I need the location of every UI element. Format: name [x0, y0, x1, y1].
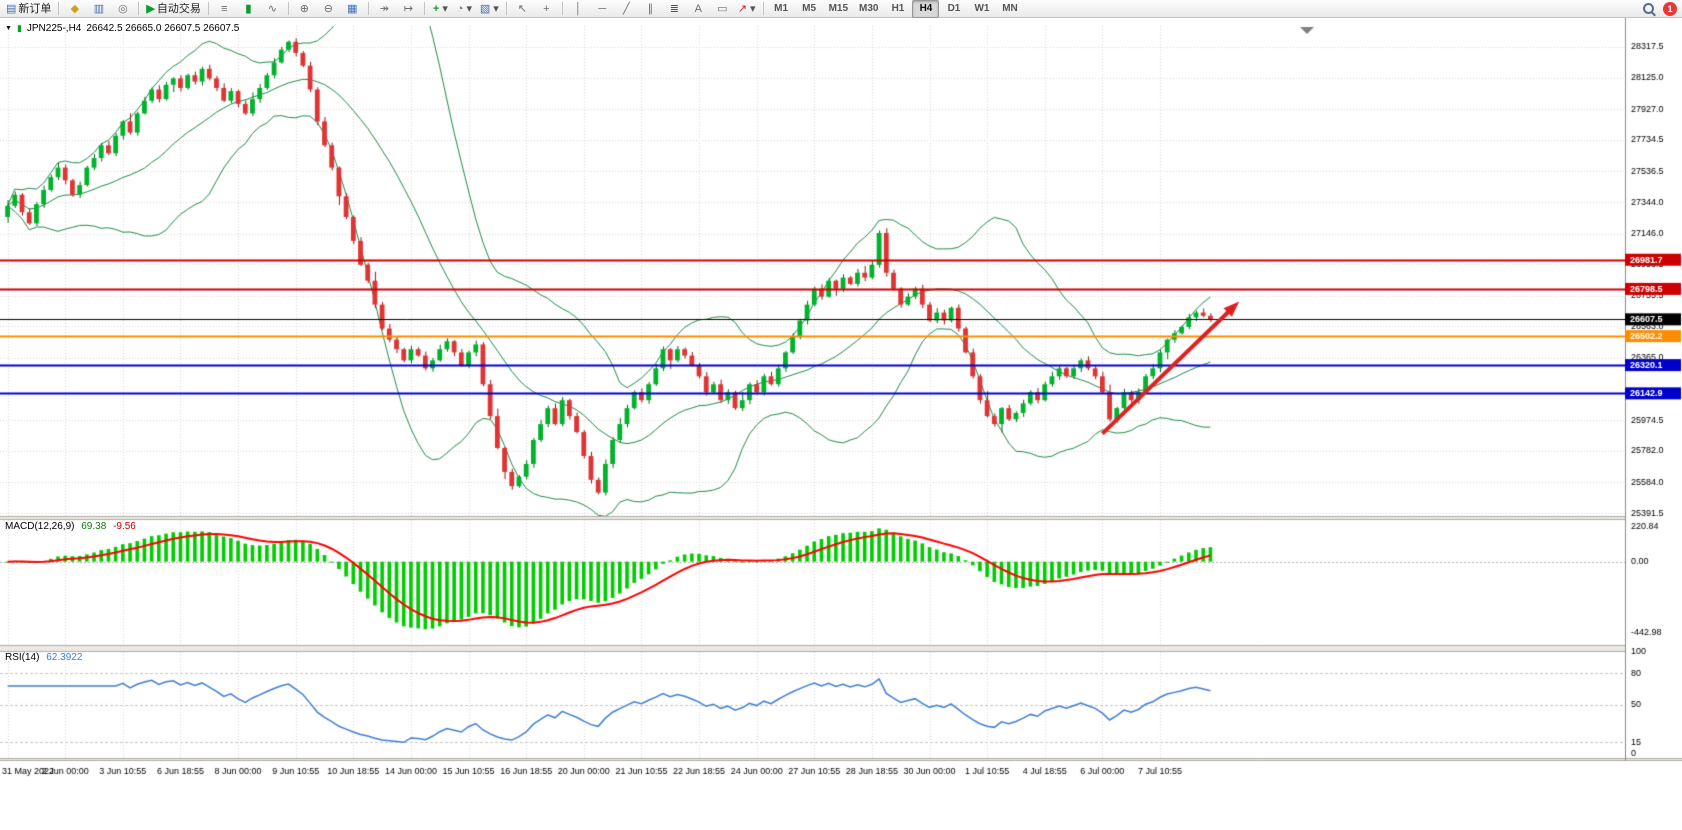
auto-scroll-button[interactable]: ↠ [373, 0, 396, 18]
toolbar-separator [367, 2, 369, 15]
chevron-down-icon: ▾ [466, 2, 472, 15]
timeframe-mn-button[interactable]: MN [1002, 2, 1018, 14]
fibonacci-icon: ≣ [669, 2, 679, 15]
chevron-down-icon: ▾ [493, 2, 499, 15]
bar-chart-icon: ≡ [221, 2, 228, 15]
horizontal-line-tool-button[interactable]: ─ [591, 0, 614, 18]
vertical-line-icon: │ [574, 2, 582, 15]
toolbar-separator [423, 2, 425, 15]
chart-canvas[interactable] [0, 18, 1682, 830]
toolbar-separator [207, 2, 209, 15]
arrows-icon: ↗ [737, 2, 748, 15]
horizontal-line-icon: ─ [598, 2, 607, 15]
chart-shift-icon: ↦ [403, 2, 413, 15]
channel-icon: ∥ [647, 2, 654, 15]
market-watch-button[interactable]: ◆ [63, 0, 86, 18]
template-icon: ▧ [479, 2, 491, 15]
autotrading-button[interactable]: ▶ 自动交易 [143, 0, 203, 18]
text-tool-button[interactable]: A [687, 0, 710, 18]
new-order-icon: ▤ [6, 2, 17, 15]
line-chart-icon: ∿ [267, 2, 277, 15]
new-order-button[interactable]: ▤ 新订单 [3, 0, 54, 18]
autotrading-play-icon: ▶ [146, 2, 155, 15]
chart-line-button[interactable]: ∿ [261, 0, 284, 18]
toolbar-separator [58, 2, 60, 15]
trendline-tool-button[interactable]: ╱ [615, 0, 638, 18]
search-icon [1643, 3, 1654, 14]
autotrading-label: 自动交易 [156, 2, 201, 15]
auto-scroll-icon: ↠ [379, 2, 389, 15]
crosshair-tool-button[interactable]: + [535, 0, 558, 18]
new-order-label: 新订单 [18, 2, 52, 15]
toolbar-separator [561, 2, 563, 15]
trendline-icon: ╱ [623, 2, 630, 15]
toolbar-separator [505, 2, 507, 15]
text-icon: A [694, 2, 702, 15]
indicators-button[interactable]: + ▾ [429, 0, 452, 18]
zoom-out-button[interactable]: ⊖ [317, 0, 340, 18]
timeframe-m5-button[interactable]: M5 [802, 2, 817, 14]
navigator-icon: ▥ [93, 2, 105, 15]
clock-icon: ◔ [456, 2, 464, 15]
timeframe-h4-button[interactable]: H4 [912, 0, 940, 18]
arrows-tool-button[interactable]: ↗ ▾ [735, 0, 759, 18]
signals-button[interactable]: ◎ [111, 0, 134, 18]
text-label-icon: ▭ [717, 2, 728, 15]
zoom-in-button[interactable]: ⊕ [293, 0, 316, 18]
cursor-tool-button[interactable]: ↖ [511, 0, 534, 18]
search-button[interactable] [1637, 0, 1660, 18]
toolbar-separator [138, 2, 140, 15]
chevron-down-icon: ▾ [442, 2, 448, 15]
crosshair-icon: + [543, 2, 550, 15]
candlestick-chart-icon: ▮ [245, 2, 252, 15]
templates-button[interactable]: ▧ ▾ [477, 0, 502, 18]
timeframe-m15-button[interactable]: M15 [828, 2, 849, 14]
navigator-button[interactable]: ▥ [87, 0, 110, 18]
label-tool-button[interactable]: ▭ [711, 0, 734, 18]
timeframe-h1-button[interactable]: H1 [891, 2, 905, 14]
notification-badge[interactable]: 1 [1663, 1, 1677, 16]
toolbar-separator [287, 2, 289, 15]
channel-tool-button[interactable]: ∥ [639, 0, 662, 18]
zoom-in-icon: ⊕ [299, 2, 309, 15]
toolbar: ▤ 新订单 ◆ ▥ ◎ ▶ 自动交易 ≡ ▮ ∿ ⊕ ⊖ ▦ ↠ ↦ + ▾ ◔… [0, 0, 1682, 18]
cursor-icon: ↖ [517, 2, 527, 15]
toolbar-separator [762, 2, 764, 15]
vertical-line-tool-button[interactable]: │ [567, 0, 590, 18]
indicators-plus-icon: + [432, 2, 440, 15]
signals-icon: ◎ [118, 2, 128, 15]
chart-bars-button[interactable]: ≡ [213, 0, 236, 18]
fibonacci-tool-button[interactable]: ≣ [663, 0, 686, 18]
market-watch-icon: ◆ [70, 2, 80, 15]
zoom-out-icon: ⊖ [323, 2, 333, 15]
timeframe-m30-button[interactable]: M30 [859, 2, 879, 14]
tile-windows-button[interactable]: ▦ [341, 0, 364, 18]
periods-button[interactable]: ◔ ▾ [453, 0, 476, 18]
timeframe-w1-button[interactable]: W1 [974, 2, 990, 14]
tile-windows-icon: ▦ [347, 2, 358, 15]
chevron-down-icon: ▾ [750, 2, 756, 15]
timeframe-m1-button[interactable]: M1 [774, 2, 789, 14]
chart-candles-button[interactable]: ▮ [237, 0, 260, 18]
chart-shift-button[interactable]: ↦ [397, 0, 420, 18]
timeframe-d1-button[interactable]: D1 [947, 2, 961, 14]
